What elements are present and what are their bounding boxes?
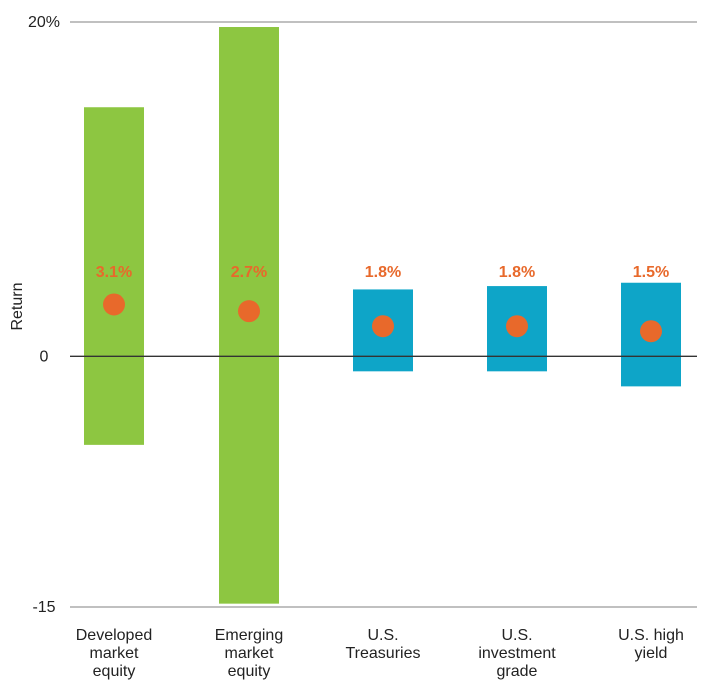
y-tick-label: -15 [32,599,55,616]
point-value-label: 3.1% [96,264,132,281]
y-axis-label: Return [9,282,26,330]
category-label: Developed market equity [76,627,153,680]
category-label-line: investment [478,645,556,662]
category-label-line: grade [497,663,538,680]
category-label-line: Developed [76,627,153,644]
category-label-line: U.S. [367,627,398,644]
point-value-label: 1.8% [365,264,401,281]
range-bar [84,107,144,445]
category-label-line: U.S. high [618,627,684,644]
median-point [238,300,260,323]
grid-layer [70,21,697,608]
point-value-label: 2.7% [231,264,267,281]
median-point [506,315,528,338]
points-layer [103,293,662,343]
category-label-line: market [225,645,274,662]
category-label-line: U.S. [501,627,532,644]
category-label-line: market [90,645,139,662]
labels-layer: 20% 0 -15 Return 3.1% 2.7% 1.8% 1.8% 1.5% Develop… [9,14,684,680]
category-label-line: yield [635,645,668,662]
y-tick-label: 0 [40,348,49,365]
median-point [103,293,125,316]
point-value-label: 1.5% [633,264,669,281]
point-value-label: 1.8% [499,264,535,281]
y-tick-label: 20% [28,14,60,31]
category-label-line: equity [93,663,136,680]
category-label: Emerging market equity [215,627,283,680]
category-label-line: Treasuries [346,645,421,662]
median-point [372,315,394,338]
category-label: U.S. Treasuries [346,627,421,662]
category-label: U.S. high yield [618,627,684,662]
median-point [640,320,662,343]
category-label-line: Emerging [215,627,283,644]
category-label: U.S. investment grade [478,627,556,680]
category-label-line: equity [228,663,271,680]
